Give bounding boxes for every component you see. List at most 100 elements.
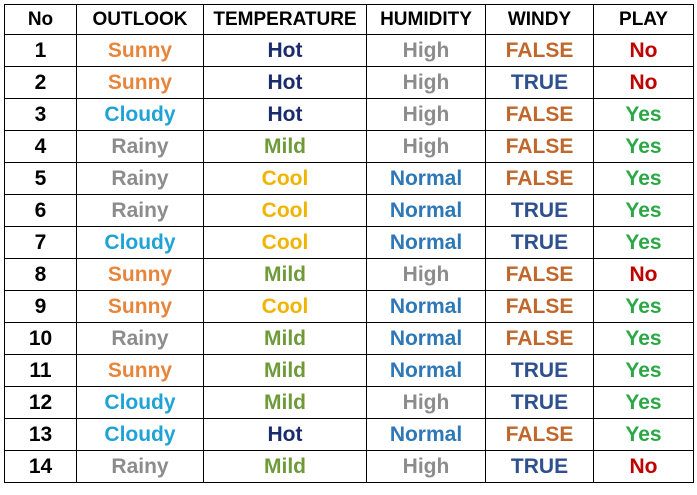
cell-no: 5 — [4, 162, 77, 195]
cell-temperature: Mild — [203, 450, 367, 483]
cell-outlook: Sunny — [76, 290, 204, 323]
table-row: 3 Cloudy Hot High FALSE Yes — [4, 98, 694, 131]
cell-no: 8 — [4, 258, 77, 291]
table-row: 4 Rainy Mild High FALSE Yes — [4, 130, 694, 163]
cell-play: No — [593, 66, 694, 99]
cell-windy: FALSE — [485, 98, 594, 131]
cell-no: 4 — [4, 130, 77, 163]
cell-temperature: Mild — [203, 386, 367, 419]
cell-no: 13 — [4, 418, 77, 451]
cell-humidity: Normal — [366, 322, 486, 355]
cell-temperature: Cool — [203, 226, 367, 259]
cell-windy: FALSE — [485, 258, 594, 291]
header-row: No OUTLOOK TEMPERATURE HUMIDITY WINDY PL… — [4, 4, 694, 35]
cell-no: 2 — [4, 66, 77, 99]
table-row: 2 Sunny Hot High TRUE No — [4, 66, 694, 99]
cell-humidity: High — [366, 130, 486, 163]
cell-outlook: Sunny — [76, 354, 204, 387]
cell-humidity: Normal — [366, 194, 486, 227]
cell-temperature: Mild — [203, 258, 367, 291]
cell-windy: FALSE — [485, 418, 594, 451]
cell-windy: TRUE — [485, 194, 594, 227]
cell-windy: TRUE — [485, 66, 594, 99]
table-row: 10 Rainy Mild Normal FALSE Yes — [4, 322, 694, 355]
cell-outlook: Cloudy — [76, 226, 204, 259]
cell-play: Yes — [593, 98, 694, 131]
cell-windy: TRUE — [485, 226, 594, 259]
header-windy: WINDY — [485, 4, 594, 35]
cell-humidity: High — [366, 98, 486, 131]
cell-outlook: Rainy — [76, 130, 204, 163]
cell-outlook: Rainy — [76, 322, 204, 355]
cell-no: 1 — [4, 34, 77, 67]
cell-windy: TRUE — [485, 386, 594, 419]
cell-humidity: High — [366, 450, 486, 483]
cell-outlook: Sunny — [76, 66, 204, 99]
table-row: 8 Sunny Mild High FALSE No — [4, 258, 694, 291]
cell-windy: FALSE — [485, 34, 594, 67]
cell-temperature: Mild — [203, 354, 367, 387]
table-row: 7 Cloudy Cool Normal TRUE Yes — [4, 226, 694, 259]
cell-play: Yes — [593, 290, 694, 323]
cell-temperature: Hot — [203, 66, 367, 99]
header-temperature: TEMPERATURE — [203, 4, 367, 35]
cell-no: 10 — [4, 322, 77, 355]
cell-temperature: Mild — [203, 322, 367, 355]
cell-humidity: Normal — [366, 290, 486, 323]
cell-windy: TRUE — [485, 354, 594, 387]
table-row: 12 Cloudy Mild High TRUE Yes — [4, 386, 694, 419]
cell-play: Yes — [593, 354, 694, 387]
cell-no: 6 — [4, 194, 77, 227]
cell-temperature: Cool — [203, 162, 367, 195]
cell-outlook: Cloudy — [76, 418, 204, 451]
table-body: 1 Sunny Hot High FALSE No 2 Sunny Hot High TRUE No 3… — [4, 34, 694, 483]
table-row: 9 Sunny Cool Normal FALSE Yes — [4, 290, 694, 323]
header-outlook: OUTLOOK — [76, 4, 204, 35]
cell-humidity: High — [366, 66, 486, 99]
cell-outlook: Sunny — [76, 34, 204, 67]
cell-windy: FALSE — [485, 322, 594, 355]
cell-play: No — [593, 258, 694, 291]
cell-windy: FALSE — [485, 290, 594, 323]
table-row: 11 Sunny Mild Normal TRUE Yes — [4, 354, 694, 387]
cell-no: 7 — [4, 226, 77, 259]
cell-outlook: Cloudy — [76, 98, 204, 131]
cell-no: 3 — [4, 98, 77, 131]
weather-table: No OUTLOOK TEMPERATURE HUMIDITY WINDY PL… — [4, 4, 694, 483]
cell-temperature: Hot — [203, 98, 367, 131]
cell-no: 12 — [4, 386, 77, 419]
cell-no: 11 — [4, 354, 77, 387]
cell-humidity: Normal — [366, 354, 486, 387]
cell-play: Yes — [593, 194, 694, 227]
cell-play: Yes — [593, 226, 694, 259]
cell-temperature: Cool — [203, 290, 367, 323]
cell-no: 9 — [4, 290, 77, 323]
cell-temperature: Hot — [203, 418, 367, 451]
cell-humidity: High — [366, 386, 486, 419]
cell-outlook: Rainy — [76, 162, 204, 195]
cell-humidity: High — [366, 258, 486, 291]
cell-play: Yes — [593, 322, 694, 355]
cell-play: Yes — [593, 130, 694, 163]
cell-play: Yes — [593, 386, 694, 419]
header-no: No — [4, 4, 77, 35]
header-humidity: HUMIDITY — [366, 4, 486, 35]
table-row: 5 Rainy Cool Normal FALSE Yes — [4, 162, 694, 195]
cell-play: Yes — [593, 418, 694, 451]
cell-temperature: Mild — [203, 130, 367, 163]
table-row: 13 Cloudy Hot Normal FALSE Yes — [4, 418, 694, 451]
cell-humidity: Normal — [366, 418, 486, 451]
cell-windy: TRUE — [485, 450, 594, 483]
cell-windy: FALSE — [485, 162, 594, 195]
table-row: 6 Rainy Cool Normal TRUE Yes — [4, 194, 694, 227]
cell-no: 14 — [4, 450, 77, 483]
cell-outlook: Sunny — [76, 258, 204, 291]
header-play: PLAY — [593, 4, 694, 35]
cell-humidity: Normal — [366, 226, 486, 259]
cell-play: Yes — [593, 162, 694, 195]
cell-outlook: Rainy — [76, 450, 204, 483]
weather-table-container: No OUTLOOK TEMPERATURE HUMIDITY WINDY PL… — [4, 4, 694, 483]
cell-play: No — [593, 34, 694, 67]
cell-outlook: Rainy — [76, 194, 204, 227]
cell-humidity: High — [366, 34, 486, 67]
